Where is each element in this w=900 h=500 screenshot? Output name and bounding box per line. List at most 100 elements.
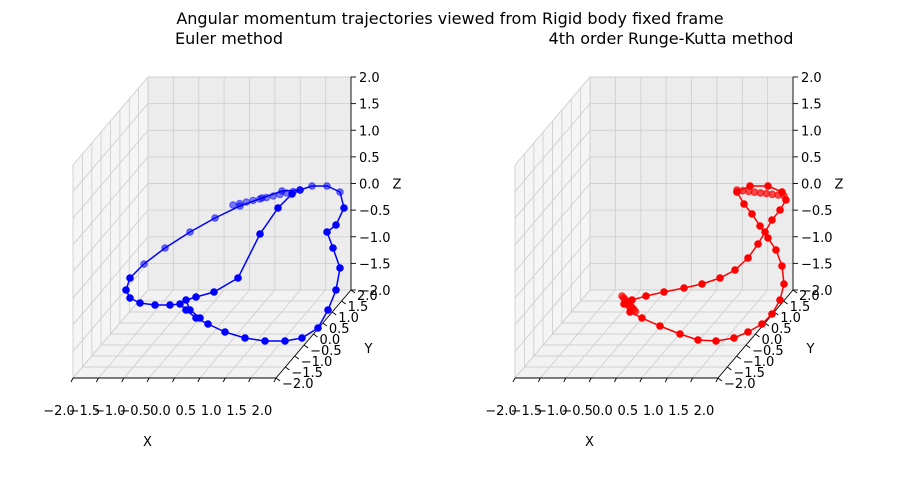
- y-tick-label: −1.5: [291, 366, 323, 381]
- grid-line-y: [561, 110, 765, 324]
- trajectory-point: [281, 337, 289, 345]
- trajectory-point: [768, 310, 776, 318]
- trajectory-point: [126, 294, 134, 302]
- trajectory-point: [166, 301, 174, 309]
- trajectory-point: [262, 193, 271, 202]
- grid-line-y: [147, 77, 351, 291]
- y-tick-label: −1.0: [301, 355, 333, 370]
- z-tick-label: 0.5: [801, 151, 822, 166]
- y-tick-label: 1.0: [780, 311, 801, 326]
- trajectory-point: [660, 288, 668, 296]
- x-tick: [146, 377, 150, 383]
- x-tick-label: −1.0: [536, 404, 568, 419]
- grid-line-y: [523, 154, 728, 368]
- grid-line-y: [81, 154, 286, 368]
- trajectory-point: [221, 328, 229, 336]
- trajectory-point: [638, 314, 646, 322]
- trajectory-point: [274, 204, 282, 212]
- y-tick: [745, 344, 751, 349]
- x-tick-label: 0.0: [592, 404, 613, 419]
- trajectory-point: [731, 266, 739, 274]
- trajectory-point: [210, 288, 218, 296]
- trajectory-point: [340, 204, 348, 212]
- x-tick-label: −2.0: [43, 404, 75, 419]
- trajectory-point: [126, 274, 134, 282]
- trajectory-point: [764, 234, 772, 242]
- trajectory-point: [680, 284, 688, 292]
- x-tick: [70, 377, 74, 383]
- grid-line-y: [119, 110, 323, 324]
- y-tick-label: 0.0: [762, 333, 783, 348]
- z-tick-label: −2.0: [359, 284, 391, 299]
- grid-line-y: [110, 121, 314, 335]
- y-tick-label: −1.0: [743, 355, 775, 370]
- y-tick-label: −2.0: [282, 377, 314, 392]
- x-tick: [715, 377, 719, 383]
- trajectory-point: [249, 196, 257, 205]
- trajectory-point: [780, 280, 788, 288]
- rk4-panel: 4th order Runge-Kutta method −2.0 −2.0 −2.…: [485, 29, 843, 450]
- x-tick-label: −0.5: [119, 404, 151, 419]
- y-axis-label: Y: [806, 342, 815, 357]
- y-tick-label: −2.0: [724, 377, 756, 392]
- trajectory-point: [235, 199, 244, 208]
- trajectory-point: [768, 216, 776, 224]
- z-tick-label: −0.5: [359, 204, 391, 219]
- z-tick-label: −1.5: [359, 257, 391, 272]
- trajectory-point: [776, 296, 784, 304]
- z-axis-label: Z: [393, 178, 402, 193]
- z-tick-label: −2.0: [801, 284, 833, 299]
- y-tick: [275, 377, 281, 382]
- z-tick-label: 1.0: [801, 124, 822, 139]
- x-tick: [563, 377, 567, 383]
- y-tick: [322, 322, 328, 327]
- z-tick-label: −1.0: [801, 231, 833, 246]
- trajectory-point: [122, 286, 130, 294]
- grid-line-y: [542, 132, 747, 346]
- trajectory-point: [676, 330, 684, 338]
- trajectory-point: [758, 320, 766, 328]
- trajectory-point: [242, 198, 251, 206]
- trajectory-point: [336, 264, 344, 272]
- trajectory-point: [269, 192, 278, 200]
- trajectory-point: [642, 292, 650, 300]
- trajectory-point: [151, 301, 159, 309]
- grid-line-z: [72, 76, 351, 166]
- z-axis-label: Z: [835, 178, 844, 193]
- z-tick-label: −1.0: [359, 231, 391, 246]
- trajectory-point: [772, 246, 780, 254]
- y-tick: [331, 311, 337, 316]
- trajectory-point: [698, 280, 706, 288]
- trajectory-point: [256, 230, 264, 238]
- x-tick-label: 2.0: [694, 404, 715, 419]
- z-tick-label: 1.5: [801, 98, 822, 113]
- x-tick-label: 0.5: [618, 404, 639, 419]
- trajectory-point: [324, 306, 332, 314]
- z-tick-label: −0.5: [801, 204, 833, 219]
- trajectory-point: [298, 334, 306, 342]
- x-tick: [248, 377, 252, 383]
- trajectory-point: [289, 187, 298, 196]
- trajectory-point: [308, 182, 316, 190]
- trajectory-point: [241, 334, 249, 342]
- trajectory-point: [314, 324, 322, 332]
- x-tick: [222, 377, 226, 383]
- x-tick: [95, 377, 99, 383]
- z-tick-label: 1.5: [359, 98, 380, 113]
- grid-line-y: [100, 132, 305, 346]
- trajectory-point: [234, 274, 242, 282]
- grid-line-y: [552, 121, 756, 335]
- y-tick-label: 0.5: [329, 322, 350, 337]
- x-tick-label: 1.5: [226, 404, 247, 419]
- x-tick-label: 0.5: [176, 404, 197, 419]
- grid-line-y: [570, 99, 775, 313]
- grid-line-y: [91, 143, 295, 357]
- y-tick-label: −0.5: [310, 344, 342, 359]
- grid-line-y: [589, 77, 793, 291]
- trajectory-point: [211, 214, 219, 222]
- trajectory-point: [761, 228, 769, 236]
- z-tick-label: 2.0: [359, 71, 380, 86]
- trajectory-point: [161, 244, 169, 252]
- euler-panel: Euler method −2.0−2.0−2.0−1.5−1.5−1.5−1.…: [43, 29, 401, 450]
- z-tick-label: −1.5: [801, 257, 833, 272]
